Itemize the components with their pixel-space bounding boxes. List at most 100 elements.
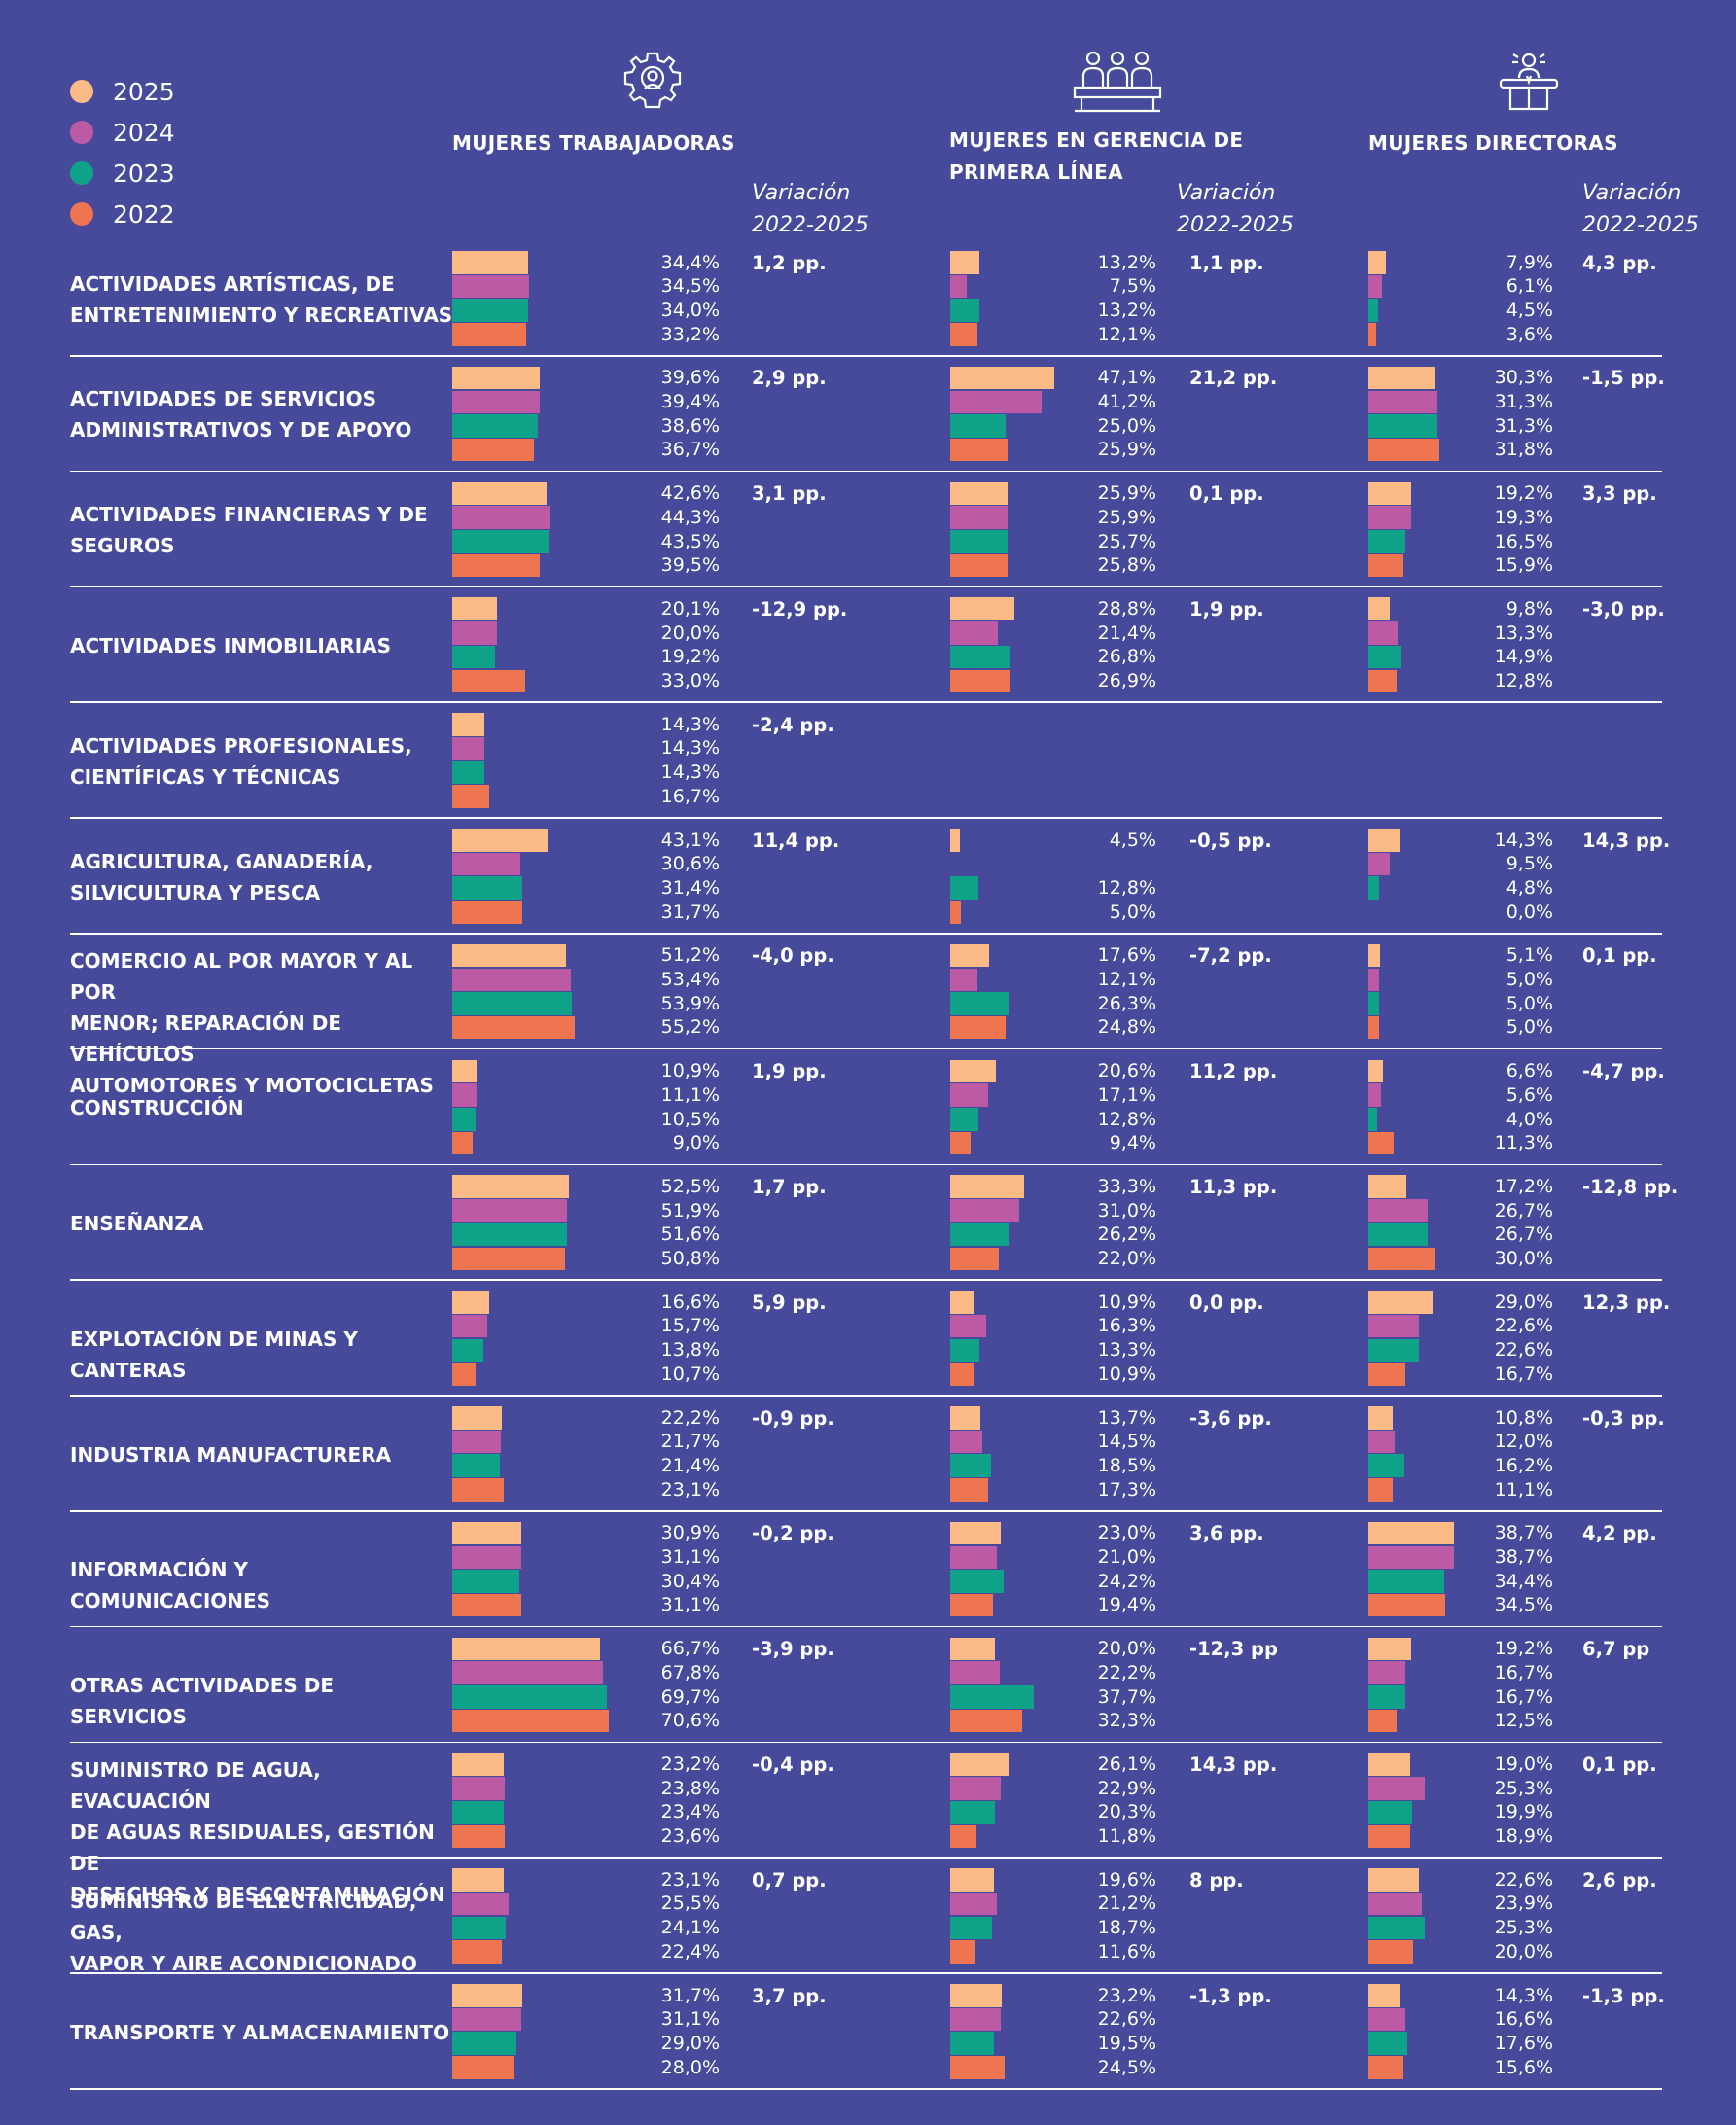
value-label: 19,4% [1097,1594,1156,1616]
value-label: 10,9% [1097,1291,1156,1313]
variation-value: -2,4 pp. [752,713,834,736]
value-label: 30,4% [660,1570,720,1592]
value-label: 23,8% [660,1777,720,1799]
sector-label-line: ACTIVIDADES DE SERVICIOS [70,387,377,411]
variation-value: 1,9 pp. [1189,597,1264,620]
bar-management-2022 [950,438,1009,462]
sector-label-line: SEGUROS [70,534,175,558]
bar-directors-2023 [1368,1916,1425,1940]
bar-directors-2024 [1368,1430,1396,1454]
bar-management-2024 [950,1314,987,1338]
value-label: 33,0% [660,670,720,691]
value-label: 13,2% [1097,251,1156,273]
bar-workers-2023 [452,299,528,322]
sector-label: COMERCIO AL POR MAYOR Y AL POR MENOR; REP… [70,945,454,1101]
value-label: 25,9% [1097,439,1156,461]
value-label: 14,3% [1494,829,1553,851]
bar-management-2022 [950,1363,974,1386]
value-label: 7,5% [1109,275,1156,298]
bar-directors-2024 [1368,1661,1406,1684]
variation-header-line: 2022-2025 [752,213,868,237]
bar-workers-2022 [452,1247,565,1270]
value-label: 13,2% [1097,299,1156,321]
bar-directors-2025 [1368,481,1411,506]
bar-directors-2025 [1368,1753,1411,1776]
bar-workers-2023 [452,761,484,785]
bar-management-2022 [950,1709,1022,1733]
value-label: 26,8% [1097,646,1156,668]
value-label: 5,6% [1506,1083,1553,1106]
bar-directors-2024 [1368,621,1399,645]
value-label: 23,1% [660,1478,720,1501]
value-label: 26,9% [1097,670,1156,691]
value-label: 38,7% [1494,1546,1553,1568]
variation-header-line: 2022-2025 [1177,213,1293,237]
value-label: 10,9% [660,1060,720,1082]
value-label: 31,1% [660,1546,720,1568]
bar-directors-2024 [1368,1199,1428,1222]
value-label: 11,1% [1494,1478,1553,1501]
value-label: 22,0% [1097,1248,1156,1269]
sector-label-line: INFORMACIÓN Y COMUNICACIONES [70,1558,271,1613]
value-label: 12,5% [1494,1710,1553,1732]
bar-directors-2022 [1368,1940,1413,1964]
bar-workers-2023 [452,876,522,900]
bar-workers-2022 [452,1593,521,1617]
bar-workers-2022 [452,1015,575,1040]
variation-value: -0,2 pp. [752,1522,834,1545]
value-label: 37,7% [1097,1685,1156,1708]
bar-directors-2024 [1368,390,1438,413]
value-label: 17,6% [1494,2032,1553,2054]
bar-management-2024 [950,1892,998,1916]
gear-person-icon [623,52,682,109]
variation-value: 3,7 pp. [752,1984,827,2007]
row-separator [70,1395,1662,1397]
bar-workers-2025 [452,943,566,968]
bar-directors-2023 [1368,2032,1408,2055]
value-label: 22,9% [1097,1777,1156,1799]
bar-workers-2025 [452,713,484,736]
sector-label-line: OTRAS ACTIVIDADES DE SERVICIOS [70,1674,335,1729]
variation-value: -12,8 pp. [1582,1175,1679,1198]
value-label: 23,2% [660,1753,720,1775]
bar-directors-2025 [1368,1175,1407,1198]
bar-workers-2025 [452,1868,504,1892]
value-label: 38,7% [1494,1522,1553,1544]
bar-directors-2025 [1368,1637,1411,1661]
bar-workers-2023 [452,2032,517,2055]
value-label: 36,7% [660,439,720,461]
bar-workers-2025 [452,251,529,274]
variation-value: 3,1 pp. [752,482,827,506]
value-label: 5,0% [1506,969,1553,990]
value-label: 12,1% [1097,969,1156,990]
bar-management-2024 [950,1777,1002,1800]
value-label: 19,3% [1494,506,1553,528]
value-label: 51,9% [660,1199,720,1222]
variation-value: -1,3 pp. [1189,1984,1272,2007]
value-label: 26,2% [1097,1223,1156,1246]
value-label: 10,9% [1097,1363,1156,1385]
variation-value: 2,9 pp. [752,367,827,390]
bar-management-2024 [950,1083,988,1107]
managers-group-icon [1073,51,1162,113]
value-label: 25,0% [1097,414,1156,437]
value-label: 20,0% [1097,1638,1156,1660]
bar-directors-2025 [1368,366,1436,390]
variation-value: -0,4 pp. [752,1753,834,1776]
value-label: 16,7% [1494,1685,1553,1708]
bar-management-2024 [950,506,1009,529]
variation-value: 6,7 pp [1582,1638,1650,1661]
bar-workers-2024 [452,1199,568,1222]
bar-management-2022 [950,1824,976,1848]
bar-management-2023 [950,1916,992,1940]
value-label: 16,2% [1494,1454,1553,1476]
sector-label: AGRICULTURA, GANADERÍA, SILVICULTURA Y PE… [70,846,454,908]
legend-swatch [70,202,93,226]
value-label: 22,6% [1097,2008,1156,2031]
bar-workers-2025 [452,1059,477,1083]
value-label: 23,4% [660,1801,720,1824]
bar-management-2023 [950,414,1006,438]
column-title-workers: MUJERES TRABAJADORAS [452,127,735,159]
value-label: 4,5% [1109,829,1156,851]
bar-directors-2024 [1368,1777,1425,1800]
